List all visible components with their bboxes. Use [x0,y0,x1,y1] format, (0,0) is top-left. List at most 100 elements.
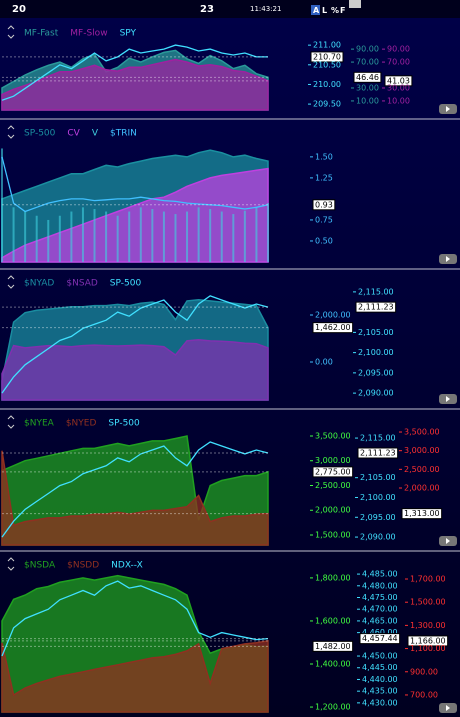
tick-label: 4,460.00 [362,628,398,637]
panel: SP-500 CV V $TRIN 1.50 1.25 0.93 0.75 0.50 [0,118,460,264]
tick-label: 1,800.00 [315,573,351,582]
tick-label: 2,095.00 [360,513,396,522]
tick-label: 4,445.00 [362,663,398,672]
tick-label: 2,090.00 [358,389,394,398]
tick-label: 4,435.00 [362,687,398,696]
last-value-label: 1,166.00 [410,636,446,645]
tick-label: 1,400.00 [315,660,351,669]
edit-icon[interactable] [349,0,361,8]
tick-label: 2,000.00 [315,506,351,515]
volume-bar [105,211,108,262]
tick-label: 2,115.00 [360,434,396,443]
scroll-arrow [446,396,450,402]
volume-bar [128,211,131,262]
tick-label: 4,450.00 [362,652,398,661]
tick-label: 90.00 [356,45,379,54]
panel-icon [7,25,15,39]
tick-label: 4,485.00 [362,570,398,579]
last-value-label: 2,775.00 [315,467,351,476]
tick-label: 0.50 [315,236,333,245]
last-value-box [384,75,413,87]
last-value-box [359,633,401,645]
toolbar-button[interactable]: A [313,6,320,15]
volume-bar [81,207,84,262]
top-bar [0,0,460,18]
tick-label: 2,100.00 [358,348,394,357]
series-label: $NYED [66,419,97,429]
last-value-label: 1,462.00 [315,323,351,332]
last-value-label: 46.46 [356,73,379,82]
tick-label: 90.00 [387,45,410,54]
series-label: $TRIN [110,129,137,139]
series-label: SPY [120,29,137,39]
last-value-box [355,301,397,313]
scroll-arrow [446,256,450,262]
tick-label: 211.00 [313,41,341,50]
tick-label: 70.00 [356,58,379,67]
volume-bar [243,210,246,262]
scroll-arrow [446,106,450,112]
volume-bar [232,214,235,262]
tick-label: 210.00 [313,80,341,89]
series-label: SP-500 [24,129,56,139]
tick-label: 2,000.00 [315,311,351,320]
last-value-box [312,199,336,211]
area-series [1,338,269,401]
volume-bar [12,207,15,262]
volume-bar [47,219,50,262]
toolbar-button[interactable]: F [340,6,345,15]
tick-label: 3,500.00 [315,431,351,440]
tick-label: 2,500.00 [404,465,440,474]
series-label: $NSDD [67,561,99,571]
last-value-label: 0.93 [315,200,333,209]
tick-label: 1,700.00 [410,575,446,584]
last-value-label: 41.03 [387,76,410,85]
tick-label: 2,115.00 [358,287,394,296]
last-value-label: 2,111.23 [358,303,394,312]
tick-label: 1,500.00 [410,598,446,607]
series-label: $NYAD [24,279,54,289]
tick-label: 4,480.00 [362,581,398,590]
tick-label: 2,095.00 [358,368,394,377]
volume-bar [197,207,200,262]
tick-label: 700.00 [410,690,438,699]
last-value-box [407,635,449,647]
toolbar-button[interactable]: L [322,6,327,15]
tick-label: 3,000.00 [404,446,440,455]
toolbar-button[interactable]: % [331,6,339,15]
tick-label: 4,465.00 [362,616,398,625]
last-value-label: 2,111.23 [360,449,396,458]
button-bg[interactable] [311,5,320,15]
last-value-box [353,71,382,83]
tick-label: 900.00 [410,667,438,676]
tick-label: 1.50 [315,152,333,161]
series-label: SP-500 [108,419,140,429]
tick-label: 10.00 [356,96,379,105]
last-value-box [401,508,443,520]
panel-icon [7,275,15,289]
series-label: MF-Slow [70,29,107,39]
tick-label: 209.50 [313,100,341,109]
line-series [1,580,269,657]
line-series [1,441,269,538]
last-value-label: 210.70 [313,52,341,61]
scroll-arrow [446,538,450,544]
tick-label: 4,440.00 [362,675,398,684]
volume-bar [255,207,258,262]
tick-label: 2,500.00 [315,481,351,490]
day-label: 23 [200,4,214,15]
series-label: CV [67,129,80,139]
tick-label: 1,200.00 [315,703,351,712]
last-value-box [312,466,354,478]
tick-label: 210.50 [313,60,341,69]
panel-icon [7,125,15,139]
tick-label: 10.00 [387,96,410,105]
volume-bar [151,209,154,262]
tick-label: 2,105.00 [360,473,396,482]
tick-label: 1,300.00 [410,621,446,630]
tick-label: 4,470.00 [362,605,398,614]
series-label: $NSAD [66,279,97,289]
tick-label: 4,475.00 [362,593,398,602]
tick-label: 1,500.00 [315,531,351,540]
